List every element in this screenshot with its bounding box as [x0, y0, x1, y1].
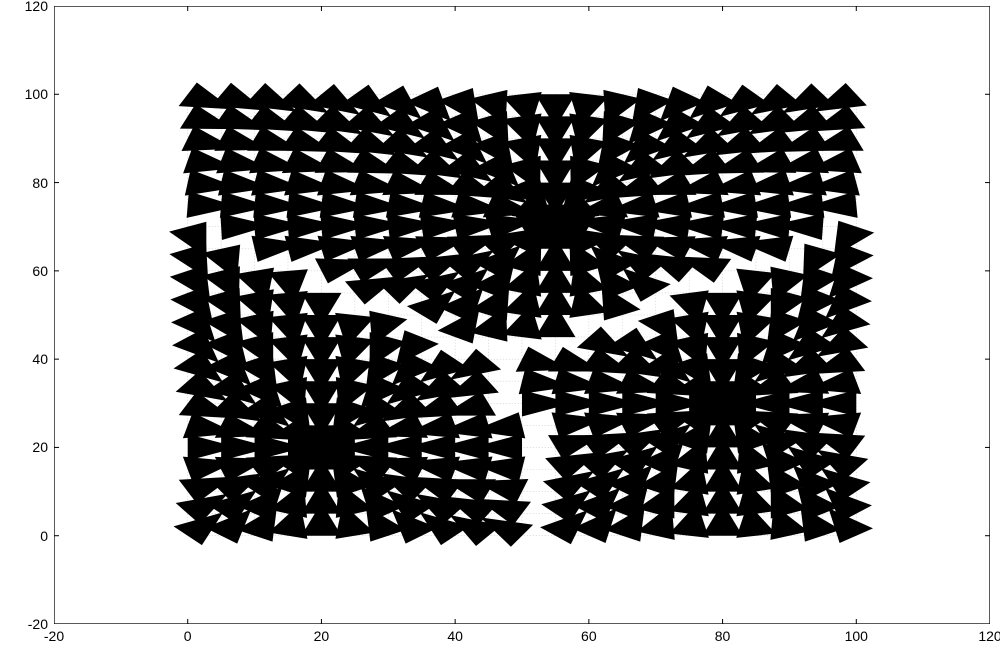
y-tick-label: 120	[25, 0, 48, 14]
y-tick-label: 0	[40, 528, 48, 544]
x-tick-label: 120	[978, 628, 1000, 644]
x-tick-label: 60	[581, 628, 597, 644]
y-tick-label: 60	[32, 263, 48, 279]
x-tick-label: 80	[715, 628, 731, 644]
x-tick-label: 20	[314, 628, 330, 644]
y-tick-label: 20	[32, 439, 48, 455]
x-tick-label: 40	[447, 628, 463, 644]
y-tick-label: 80	[32, 175, 48, 191]
y-tick-label: -20	[28, 616, 48, 632]
quiver-arrows	[169, 82, 874, 546]
quiver-plot-svg	[54, 6, 990, 624]
chart-plot-area	[54, 6, 990, 624]
y-tick-label: 100	[25, 86, 48, 102]
x-tick-label: 0	[184, 628, 192, 644]
y-tick-label: 40	[32, 351, 48, 367]
x-tick-label: 100	[845, 628, 868, 644]
